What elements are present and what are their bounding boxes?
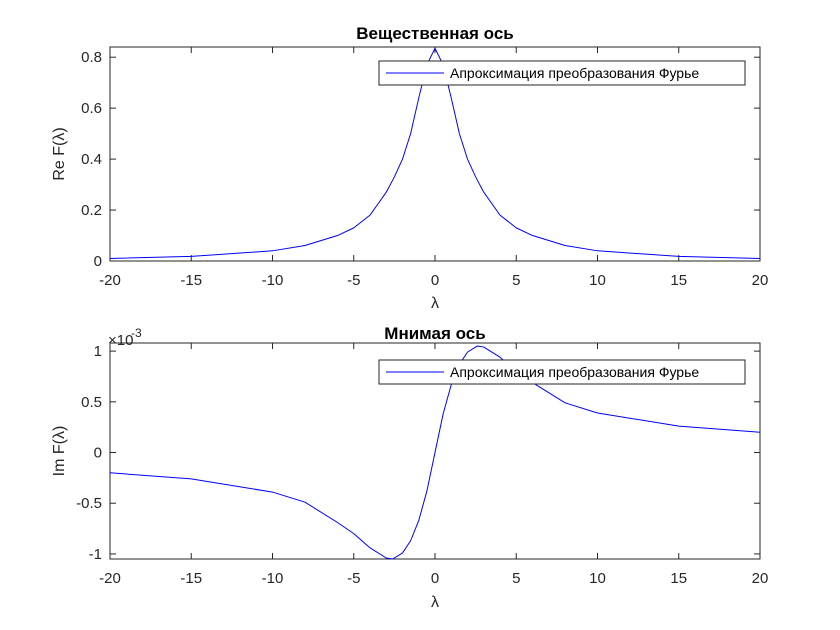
x-tick-label: 10 xyxy=(589,272,606,289)
x-tick-label: 5 xyxy=(512,570,520,587)
y-multiplier-base: ×10 xyxy=(108,332,133,349)
x-tick-label: 15 xyxy=(670,272,687,289)
ylabel-imag: Im F(λ) xyxy=(51,426,68,477)
title-imag: Мнимая ось xyxy=(384,324,485,343)
xlabel-real: λ xyxy=(431,295,439,312)
x-tick-label: -20 xyxy=(99,570,121,587)
series-line xyxy=(109,47,761,259)
xlabel-imag: λ xyxy=(431,594,439,611)
real-axis-plot: Вещественная ось -20 -15 -10 -5 0 5 10 15 20 0 0.… xyxy=(51,24,768,312)
y-tick-label: 0 xyxy=(94,253,102,270)
title-real: Вещественная ось xyxy=(356,24,513,43)
y-ticks-real: 0 0.2 0.4 0.6 0.8 xyxy=(81,49,760,270)
legend-real: Апроксимация преобразования Фурье xyxy=(378,60,746,86)
y-tick-label: 0 xyxy=(94,445,102,462)
y-tick-label: 1 xyxy=(94,343,102,360)
x-tick-label: -5 xyxy=(347,272,360,289)
y-multiplier-imag: ×10 -3 xyxy=(108,326,142,349)
legend-imag: Апроксимация преобразования Фурье xyxy=(378,359,746,385)
x-tick-label: -5 xyxy=(347,570,360,587)
y-ticks-imag: -1 -0.5 0 0.5 1 xyxy=(76,343,760,563)
y-tick-label: -1 xyxy=(89,546,102,563)
x-tick-label: 0 xyxy=(431,272,439,289)
x-tick-label: -20 xyxy=(99,272,121,289)
imaginary-axis-plot: Мнимая ось ×10 -3 -20 -15 -10 -5 0 5 10 15 20 -1… xyxy=(51,324,768,611)
y-tick-label: 0.4 xyxy=(81,151,102,168)
x-tick-label: -15 xyxy=(180,570,202,587)
x-tick-label: 20 xyxy=(752,570,769,587)
x-tick-label: 5 xyxy=(512,272,520,289)
x-tick-label: -10 xyxy=(262,272,284,289)
x-tick-label: 15 xyxy=(670,570,687,587)
series-real xyxy=(109,47,761,259)
y-multiplier-exp: -3 xyxy=(131,326,142,340)
x-tick-label: 0 xyxy=(431,570,439,587)
y-tick-label: 0.2 xyxy=(81,202,102,219)
legend-label-real: Апроксимация преобразования Фурье xyxy=(450,65,699,81)
ylabel-real: Re F(λ) xyxy=(51,127,68,180)
legend-label-imag: Апроксимация преобразования Фурье xyxy=(450,364,699,380)
y-tick-label: -0.5 xyxy=(76,495,102,512)
x-tick-label: -15 xyxy=(180,272,202,289)
y-tick-label: 0.5 xyxy=(81,394,102,411)
y-tick-label: 0.6 xyxy=(81,100,102,117)
x-ticks-imag: -20 -15 -10 -5 0 5 10 15 20 xyxy=(99,343,768,587)
x-tick-label: 10 xyxy=(589,570,606,587)
y-tick-label: 0.8 xyxy=(81,49,102,66)
x-ticks-real: -20 -15 -10 -5 0 5 10 15 20 xyxy=(99,47,768,289)
x-tick-label: -10 xyxy=(262,570,284,587)
x-tick-label: 20 xyxy=(752,272,769,289)
